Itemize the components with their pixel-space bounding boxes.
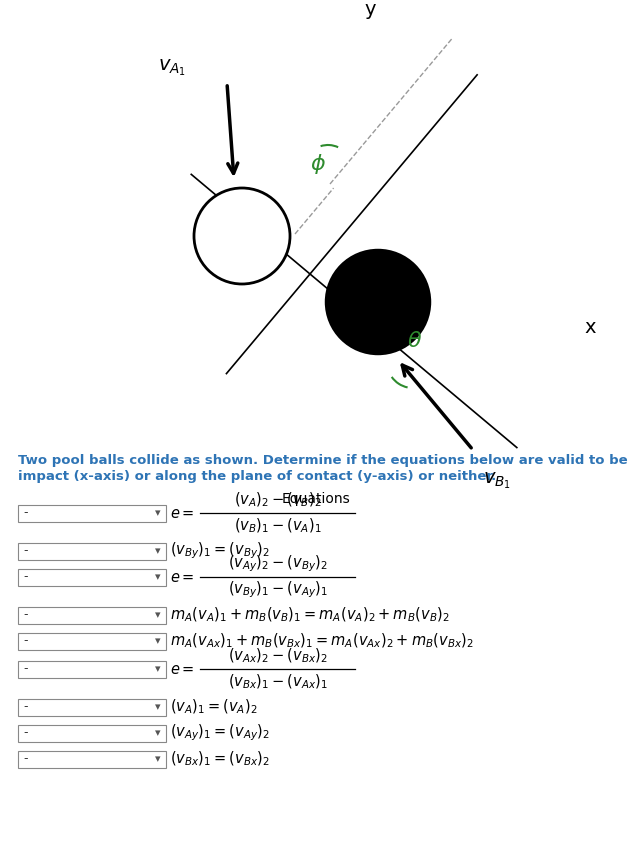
- Text: -: -: [23, 634, 27, 648]
- Text: $e = $: $e = $: [170, 570, 194, 584]
- Text: -: -: [23, 609, 27, 621]
- Text: $e = $: $e = $: [170, 661, 194, 677]
- Text: -: -: [23, 662, 27, 676]
- Text: y: y: [364, 0, 376, 19]
- Circle shape: [326, 250, 430, 354]
- Text: $m_A(v_{Ax})_1 + m_B(v_{Bx})_1 = m_A(v_{Ax})_2 + m_B(v_{Bx})_2$: $m_A(v_{Ax})_1 + m_B(v_{Bx})_1 = m_A(v_{…: [170, 632, 474, 650]
- FancyBboxPatch shape: [18, 543, 166, 559]
- Text: impact (x-axis) or along the plane of contact (y-axis) or neither.: impact (x-axis) or along the plane of co…: [18, 470, 496, 483]
- Text: ▾: ▾: [155, 546, 161, 556]
- FancyBboxPatch shape: [18, 751, 166, 767]
- Text: ▾: ▾: [155, 754, 161, 764]
- Text: Equations: Equations: [282, 492, 351, 506]
- Text: -: -: [23, 544, 27, 558]
- Text: $\theta$: $\theta$: [408, 331, 423, 351]
- Text: -: -: [23, 507, 27, 520]
- Text: $(v_A)_2 - (v_B)_2$: $(v_A)_2 - (v_B)_2$: [234, 491, 322, 509]
- Text: -: -: [23, 700, 27, 713]
- Text: ▾: ▾: [155, 664, 161, 674]
- Text: $e = $: $e = $: [170, 505, 194, 520]
- Text: $(v_B)_1 - (v_A)_1$: $(v_B)_1 - (v_A)_1$: [234, 517, 322, 535]
- Text: $(v_{By})_1 = (v_{By})_2$: $(v_{By})_1 = (v_{By})_2$: [170, 541, 270, 561]
- Text: $m_A(v_A)_1 + m_B(v_B)_1 = m_A(v_A)_2 + m_B(v_B)_2$: $m_A(v_A)_1 + m_B(v_B)_1 = m_A(v_A)_2 + …: [170, 606, 449, 624]
- Text: ▾: ▾: [155, 572, 161, 582]
- Text: $(v_A)_1 = (v_A)_2$: $(v_A)_1 = (v_A)_2$: [170, 698, 258, 717]
- FancyBboxPatch shape: [18, 569, 166, 586]
- FancyBboxPatch shape: [18, 661, 166, 678]
- FancyBboxPatch shape: [18, 633, 166, 649]
- Text: -: -: [23, 727, 27, 739]
- Text: ▾: ▾: [155, 610, 161, 620]
- Text: $v_{B_1}$: $v_{B_1}$: [483, 470, 511, 491]
- FancyBboxPatch shape: [18, 724, 166, 741]
- Text: Two pool balls collide as shown. Determine if the equations below are valid to b: Two pool balls collide as shown. Determi…: [18, 454, 633, 467]
- Text: $(v_{Ay})_2 - (v_{By})_2$: $(v_{Ay})_2 - (v_{By})_2$: [228, 554, 327, 574]
- Text: $(v_{Bx})_1 = (v_{Bx})_2$: $(v_{Bx})_1 = (v_{Bx})_2$: [170, 750, 270, 768]
- Text: x: x: [584, 318, 596, 336]
- Text: $\phi$: $\phi$: [310, 152, 326, 176]
- FancyBboxPatch shape: [18, 504, 166, 521]
- Text: $(v_{Bx})_1 - (v_{Ax})_1$: $(v_{Bx})_1 - (v_{Ax})_1$: [227, 672, 327, 691]
- Text: $(v_{By})_1 - (v_{Ay})_1$: $(v_{By})_1 - (v_{Ay})_1$: [227, 580, 327, 600]
- Text: ▾: ▾: [155, 728, 161, 738]
- Text: -: -: [23, 752, 27, 766]
- Text: -: -: [23, 571, 27, 583]
- Text: $(v_{Ax})_2 - (v_{Bx})_2$: $(v_{Ax})_2 - (v_{Bx})_2$: [228, 647, 327, 666]
- Text: $v_{A_1}$: $v_{A_1}$: [158, 58, 186, 78]
- FancyBboxPatch shape: [18, 699, 166, 716]
- Text: $(v_{Ay})_1 = (v_{Ay})_2$: $(v_{Ay})_1 = (v_{Ay})_2$: [170, 722, 270, 744]
- Text: ▾: ▾: [155, 702, 161, 712]
- FancyBboxPatch shape: [18, 606, 166, 623]
- Circle shape: [194, 188, 290, 284]
- Text: ▾: ▾: [155, 508, 161, 518]
- Text: ▾: ▾: [155, 636, 161, 646]
